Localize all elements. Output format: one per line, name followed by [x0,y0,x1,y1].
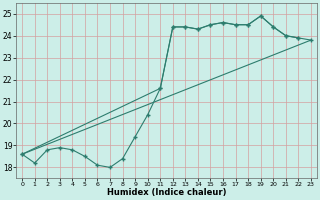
X-axis label: Humidex (Indice chaleur): Humidex (Indice chaleur) [107,188,226,197]
